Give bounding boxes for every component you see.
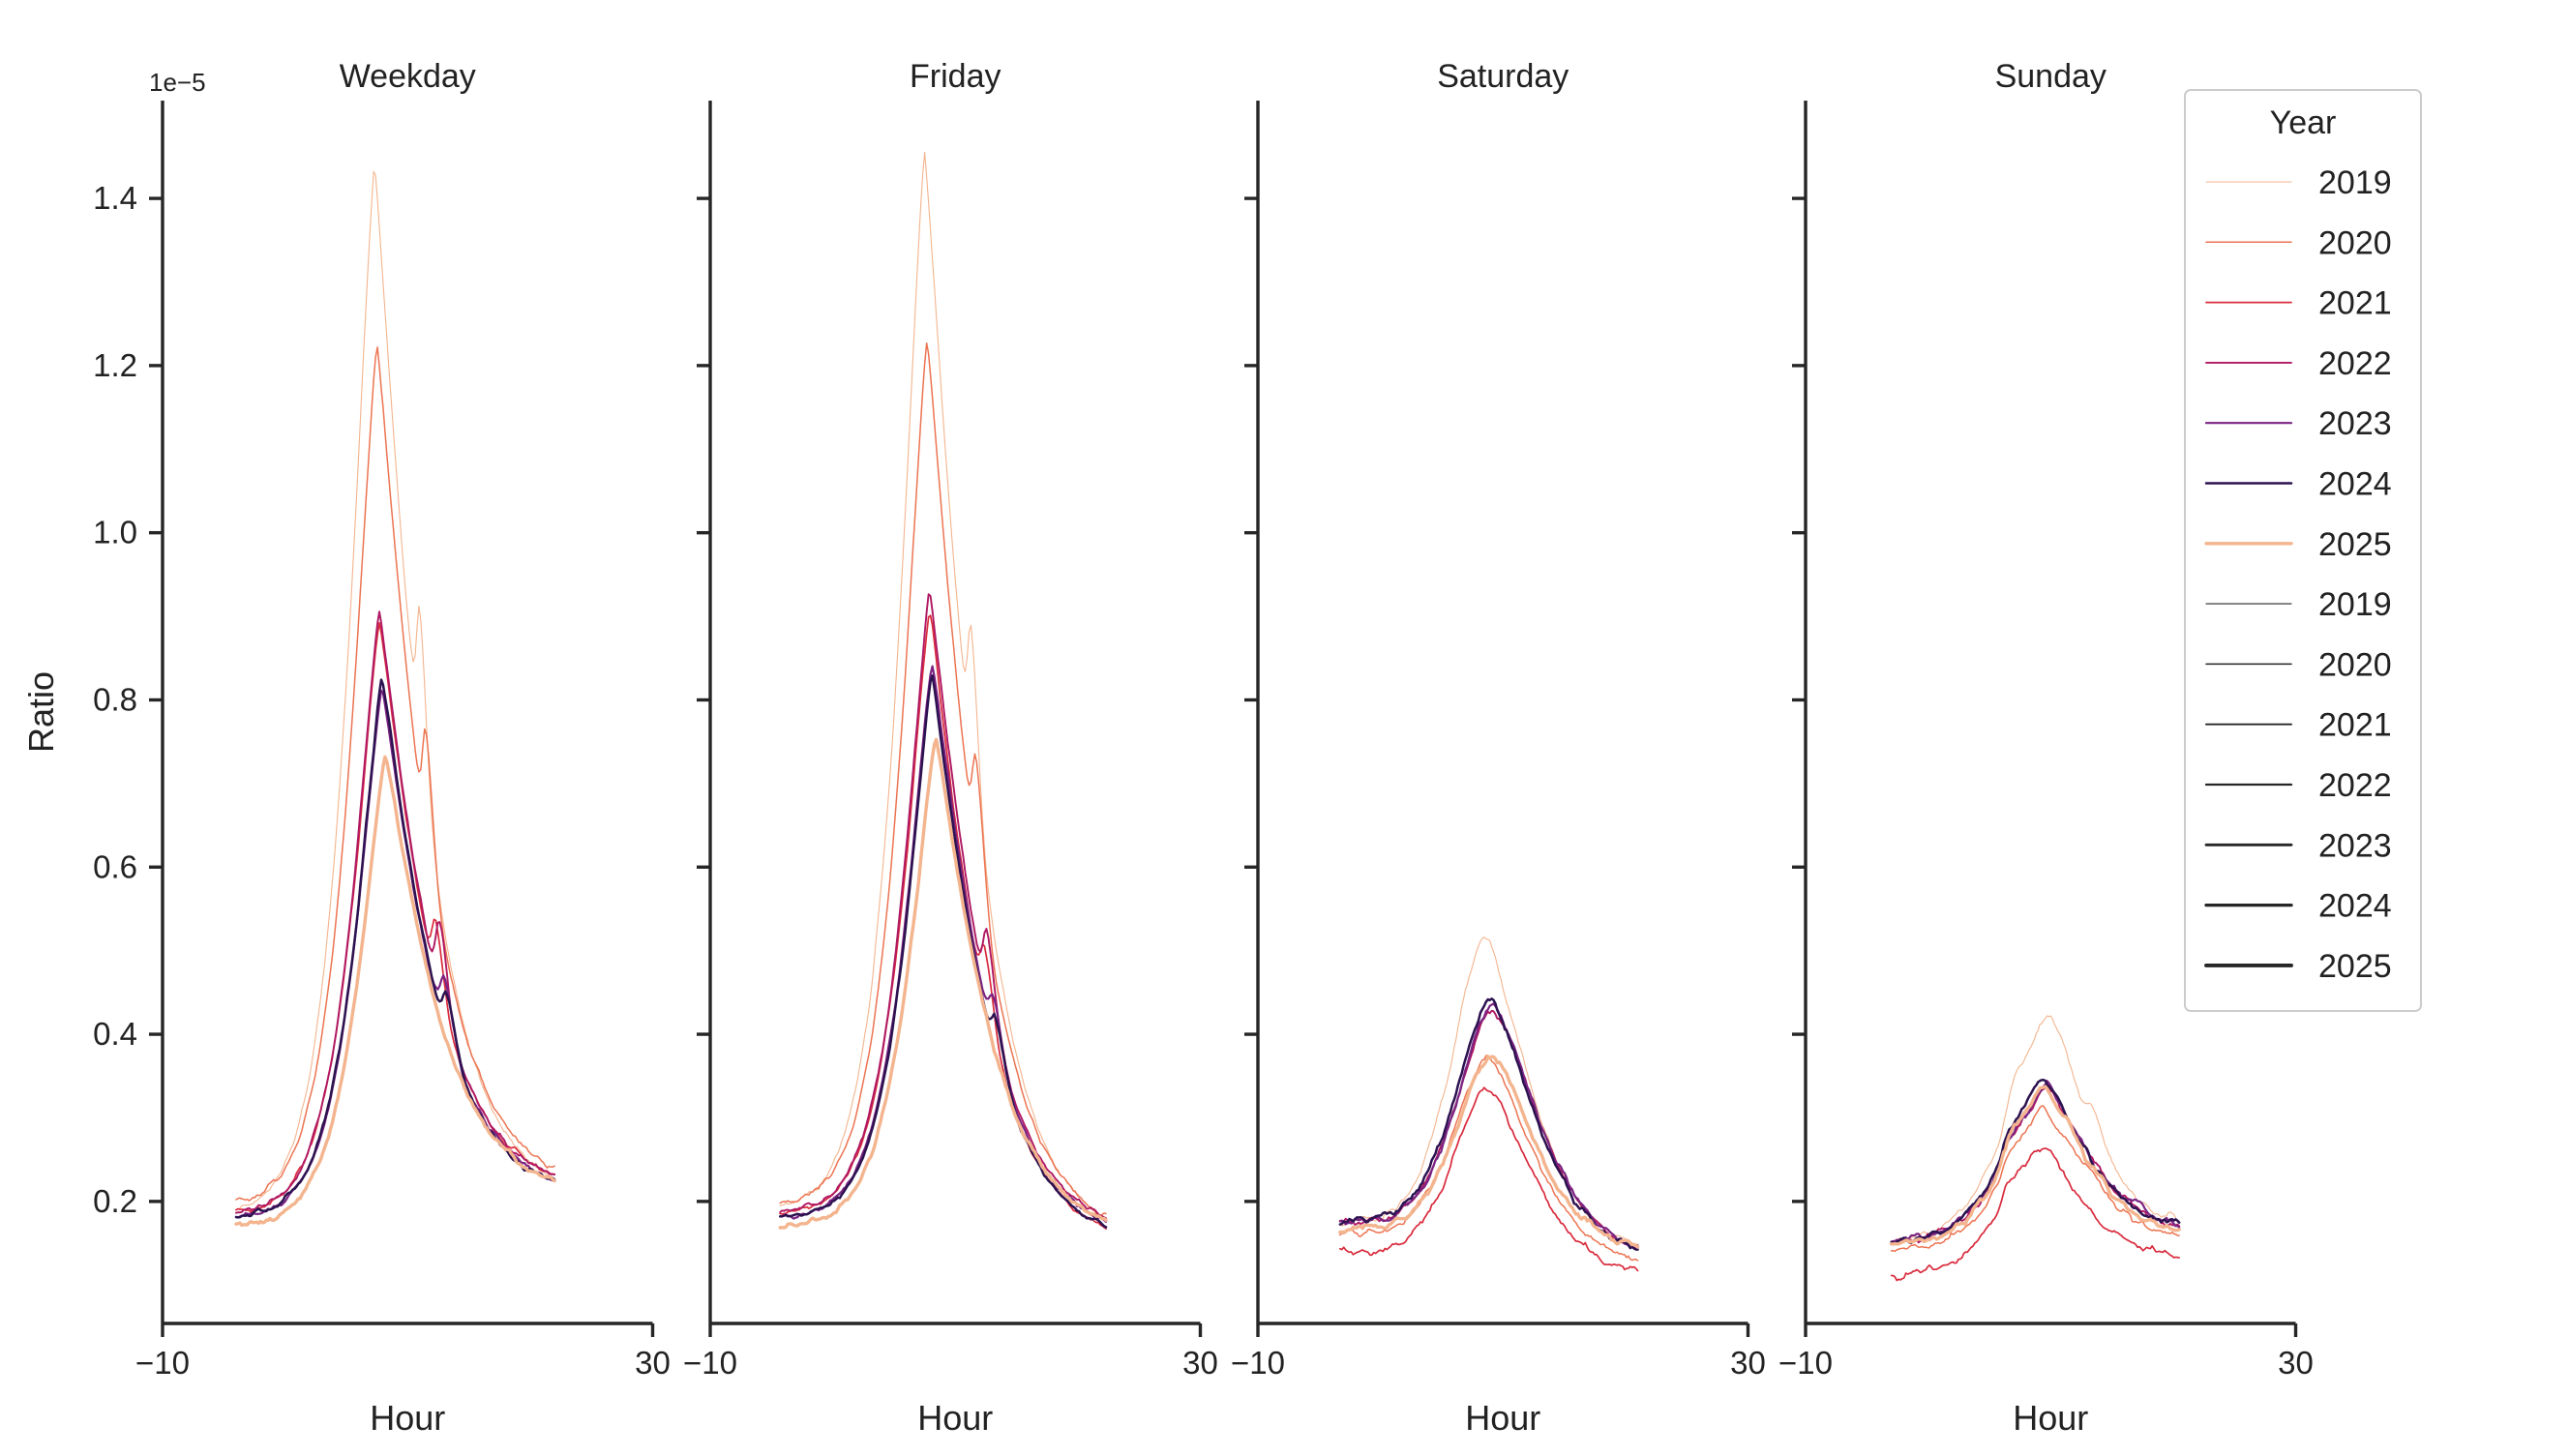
svg-text:30: 30: [635, 1345, 671, 1381]
svg-text:30: 30: [1730, 1345, 1766, 1381]
svg-text:−10: −10: [1231, 1345, 1285, 1381]
svg-text:2019: 2019: [2318, 586, 2392, 623]
svg-text:1e−5: 1e−5: [149, 68, 206, 97]
svg-text:2021: 2021: [2318, 285, 2392, 322]
svg-text:Hour: Hour: [370, 1398, 445, 1438]
svg-text:2024: 2024: [2318, 466, 2392, 503]
svg-text:2023: 2023: [2318, 827, 2392, 864]
svg-text:Year: Year: [2270, 104, 2337, 141]
svg-text:0.4: 0.4: [93, 1016, 137, 1052]
svg-text:Saturday: Saturday: [1437, 58, 1569, 95]
svg-text:Weekday: Weekday: [340, 58, 476, 95]
svg-text:0.2: 0.2: [93, 1183, 137, 1219]
svg-text:30: 30: [1182, 1345, 1218, 1381]
svg-text:2025: 2025: [2318, 526, 2392, 563]
svg-text:−10: −10: [135, 1345, 190, 1381]
svg-text:2024: 2024: [2318, 888, 2392, 925]
svg-text:2019: 2019: [2318, 164, 2392, 201]
svg-text:2020: 2020: [2318, 646, 2392, 683]
svg-text:Friday: Friday: [910, 58, 1001, 95]
svg-text:2023: 2023: [2318, 405, 2392, 442]
svg-text:2022: 2022: [2318, 767, 2392, 804]
svg-text:Ratio: Ratio: [21, 671, 61, 753]
svg-text:Hour: Hour: [2013, 1398, 2088, 1438]
svg-text:−10: −10: [1778, 1345, 1833, 1381]
svg-text:1.0: 1.0: [93, 515, 137, 550]
svg-text:Hour: Hour: [1465, 1398, 1540, 1438]
svg-text:0.6: 0.6: [93, 848, 137, 884]
svg-text:1.2: 1.2: [93, 347, 137, 383]
svg-text:−10: −10: [683, 1345, 737, 1381]
svg-text:2025: 2025: [2318, 948, 2392, 985]
svg-text:2020: 2020: [2318, 224, 2392, 261]
svg-text:30: 30: [2278, 1345, 2314, 1381]
svg-text:2022: 2022: [2318, 345, 2392, 382]
svg-text:1.4: 1.4: [93, 180, 137, 216]
svg-text:Sunday: Sunday: [1995, 58, 2107, 95]
svg-text:Hour: Hour: [917, 1398, 993, 1438]
svg-text:2021: 2021: [2318, 707, 2392, 744]
svg-text:0.8: 0.8: [93, 681, 137, 717]
